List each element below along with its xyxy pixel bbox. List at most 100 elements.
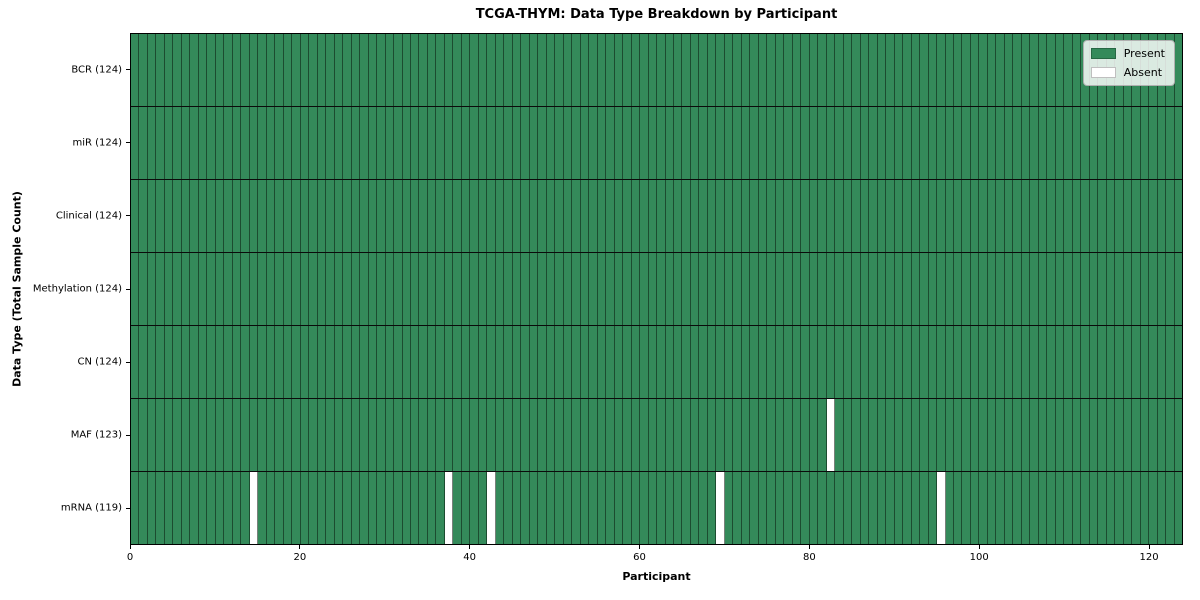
matrix-cell	[953, 107, 963, 179]
matrix-cell	[1157, 399, 1167, 471]
matrix-cell	[173, 253, 182, 325]
y-tick-mark	[126, 142, 130, 144]
matrix-cell	[215, 399, 225, 471]
matrix-cell	[326, 34, 335, 106]
matrix-cell	[970, 326, 980, 398]
matrix-cell	[869, 326, 878, 398]
matrix-cell	[521, 326, 530, 398]
matrix-cell	[495, 399, 505, 471]
matrix-cell	[1174, 253, 1183, 325]
matrix-cell	[232, 107, 242, 179]
matrix-cell	[300, 107, 310, 179]
matrix-cell	[724, 180, 734, 252]
matrix-cell	[597, 472, 607, 544]
x-tick-label: 0	[126, 552, 134, 563]
matrix-cell	[589, 472, 598, 544]
matrix-cell	[775, 399, 785, 471]
matrix-cell	[326, 472, 335, 544]
matrix-cell	[1081, 472, 1090, 544]
matrix-cell	[147, 34, 157, 106]
matrix-cell	[1174, 326, 1183, 398]
matrix-cell	[580, 472, 590, 544]
matrix-cell	[767, 399, 776, 471]
matrix-cell	[453, 472, 462, 544]
matrix-cell	[377, 326, 386, 398]
matrix-cell	[597, 326, 607, 398]
matrix-cell	[690, 34, 700, 106]
matrix-cell	[1132, 107, 1141, 179]
matrix-cell	[843, 399, 853, 471]
matrix-cell	[979, 107, 988, 179]
matrix-cell	[156, 180, 165, 252]
matrix-cell	[809, 399, 819, 471]
matrix-cell	[334, 253, 344, 325]
matrix-cell	[852, 34, 861, 106]
matrix-cell	[343, 326, 352, 398]
matrix-cell	[343, 253, 352, 325]
x-tick-label: 80	[802, 552, 816, 563]
matrix-cell	[937, 34, 946, 106]
matrix-cell	[1047, 180, 1056, 252]
matrix-cell	[690, 399, 700, 471]
matrix-cell	[207, 107, 216, 179]
matrix-cell	[1064, 399, 1073, 471]
matrix-cell	[461, 472, 471, 544]
matrix-cell	[589, 253, 598, 325]
matrix-cell	[903, 326, 912, 398]
matrix-cell	[843, 326, 853, 398]
matrix-cell	[657, 472, 666, 544]
matrix-cell	[309, 253, 318, 325]
matrix-cell	[317, 107, 327, 179]
matrix-cell	[843, 107, 853, 179]
matrix-cell	[1081, 253, 1090, 325]
matrix-cell	[156, 472, 165, 544]
matrix-cell	[1030, 253, 1039, 325]
matrix-cell	[843, 180, 853, 252]
matrix-cell	[1089, 472, 1099, 544]
matrix-cell	[546, 326, 556, 398]
matrix-cell	[419, 472, 428, 544]
matrix-cell	[1064, 326, 1073, 398]
matrix-cell	[232, 326, 242, 398]
matrix-cell	[258, 253, 267, 325]
matrix-cell	[970, 253, 980, 325]
matrix-cell	[877, 107, 887, 179]
x-tick-label: 120	[1139, 552, 1159, 563]
matrix-cell	[614, 34, 624, 106]
matrix-cell	[860, 107, 870, 179]
matrix-cell	[1013, 399, 1022, 471]
matrix-cell	[427, 34, 437, 106]
matrix-cell	[1081, 107, 1090, 179]
matrix-cell	[419, 34, 428, 106]
matrix-cell	[606, 253, 615, 325]
matrix-cell	[385, 472, 395, 544]
matrix-cell	[987, 34, 997, 106]
matrix-cell	[181, 34, 191, 106]
matrix-cell	[597, 180, 607, 252]
matrix-cell	[750, 180, 759, 252]
matrix-cell	[826, 107, 836, 179]
matrix-cell	[648, 472, 658, 544]
matrix-cell	[529, 326, 539, 398]
matrix-cell	[394, 107, 403, 179]
matrix-cell	[402, 399, 411, 471]
matrix-cell	[716, 34, 725, 106]
row-mRNA	[131, 472, 1183, 544]
matrix-cell	[351, 253, 361, 325]
matrix-cell	[139, 253, 148, 325]
matrix-cell	[1149, 253, 1158, 325]
matrix-cell	[886, 472, 895, 544]
matrix-cell	[377, 107, 386, 179]
matrix-cell	[750, 326, 759, 398]
matrix-cell	[640, 180, 649, 252]
matrix-cell	[1098, 399, 1107, 471]
matrix-cell	[131, 34, 140, 106]
matrix-cell	[623, 107, 632, 179]
matrix-cell	[512, 472, 522, 544]
matrix-cell	[903, 399, 912, 471]
matrix-cell	[563, 107, 573, 179]
matrix-cell	[368, 180, 378, 252]
matrix-cell	[504, 472, 513, 544]
matrix-cell	[249, 326, 259, 398]
matrix-cell	[1021, 107, 1031, 179]
